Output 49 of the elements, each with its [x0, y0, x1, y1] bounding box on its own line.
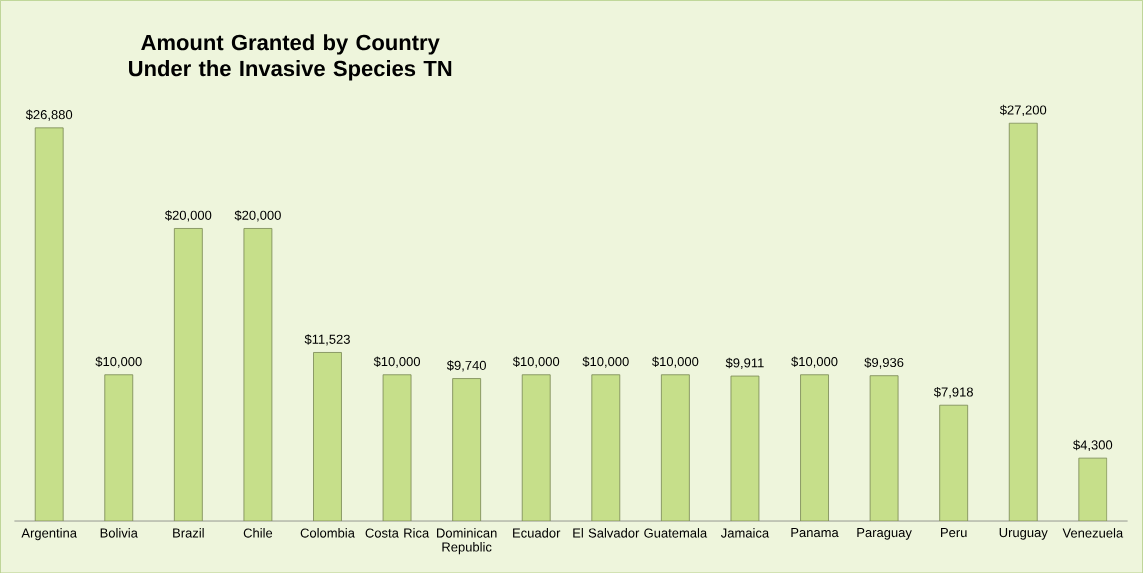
x-tick-label: Bolivia [100, 527, 138, 538]
x-tick-label: Paraguay [857, 527, 912, 540]
x-tick-label: Ecuador [513, 527, 561, 538]
data-label: $10,000 [582, 356, 629, 368]
bar [660, 374, 690, 521]
x-tick-label: Costa Rica [365, 527, 430, 538]
data-label: $10,000 [95, 356, 142, 368]
bar [1078, 457, 1108, 521]
data-label: $10,000 [791, 356, 838, 368]
x-tick-label: Peru [941, 527, 967, 537]
data-label: $11,523 [304, 333, 350, 346]
data-label: $10,000 [652, 356, 699, 368]
x-tick-label: Venezuela [1062, 527, 1124, 538]
data-label: $9,936 [864, 357, 904, 369]
x-tick-label: Colombia [300, 527, 355, 538]
x-tick-label: Jamaica [720, 527, 770, 538]
data-label: $10,000 [373, 356, 421, 368]
bar [800, 374, 829, 521]
bar [521, 374, 551, 521]
x-tick-label: El Salvador [573, 527, 640, 538]
x-tick-label: Dominican Republic [437, 527, 497, 554]
x-tick-label: Chile [243, 527, 273, 538]
x-tick-label: Uruguay [999, 527, 1048, 540]
bar [939, 404, 969, 521]
chart-title: Amount Granted by Country Under the Invasive Species TN [129, 33, 452, 81]
x-tick-label: Argentina [21, 527, 77, 541]
data-label: $10,000 [512, 356, 560, 368]
bar [34, 127, 64, 521]
data-label: $9,740 [446, 360, 486, 372]
bar [591, 374, 621, 521]
data-label: $27,200 [999, 104, 1047, 116]
x-tick-label: Brazil [173, 527, 204, 538]
bar [452, 377, 482, 521]
data-label: $20,000 [234, 209, 281, 222]
data-label: $9,911 [725, 357, 764, 369]
x-tick-label: Panama [791, 527, 839, 537]
bar [313, 351, 342, 521]
bar [382, 374, 412, 521]
bar [869, 375, 899, 521]
bar [1008, 122, 1038, 521]
bar [173, 227, 203, 521]
x-tick-label: Guatemala [644, 527, 708, 538]
data-label: $7,918 [933, 386, 973, 398]
bar [104, 374, 134, 521]
bar [730, 375, 760, 521]
bar [243, 227, 273, 521]
data-label: $4,300 [1073, 439, 1113, 451]
data-label: $20,000 [164, 209, 212, 222]
data-label: $26,880 [25, 109, 73, 121]
